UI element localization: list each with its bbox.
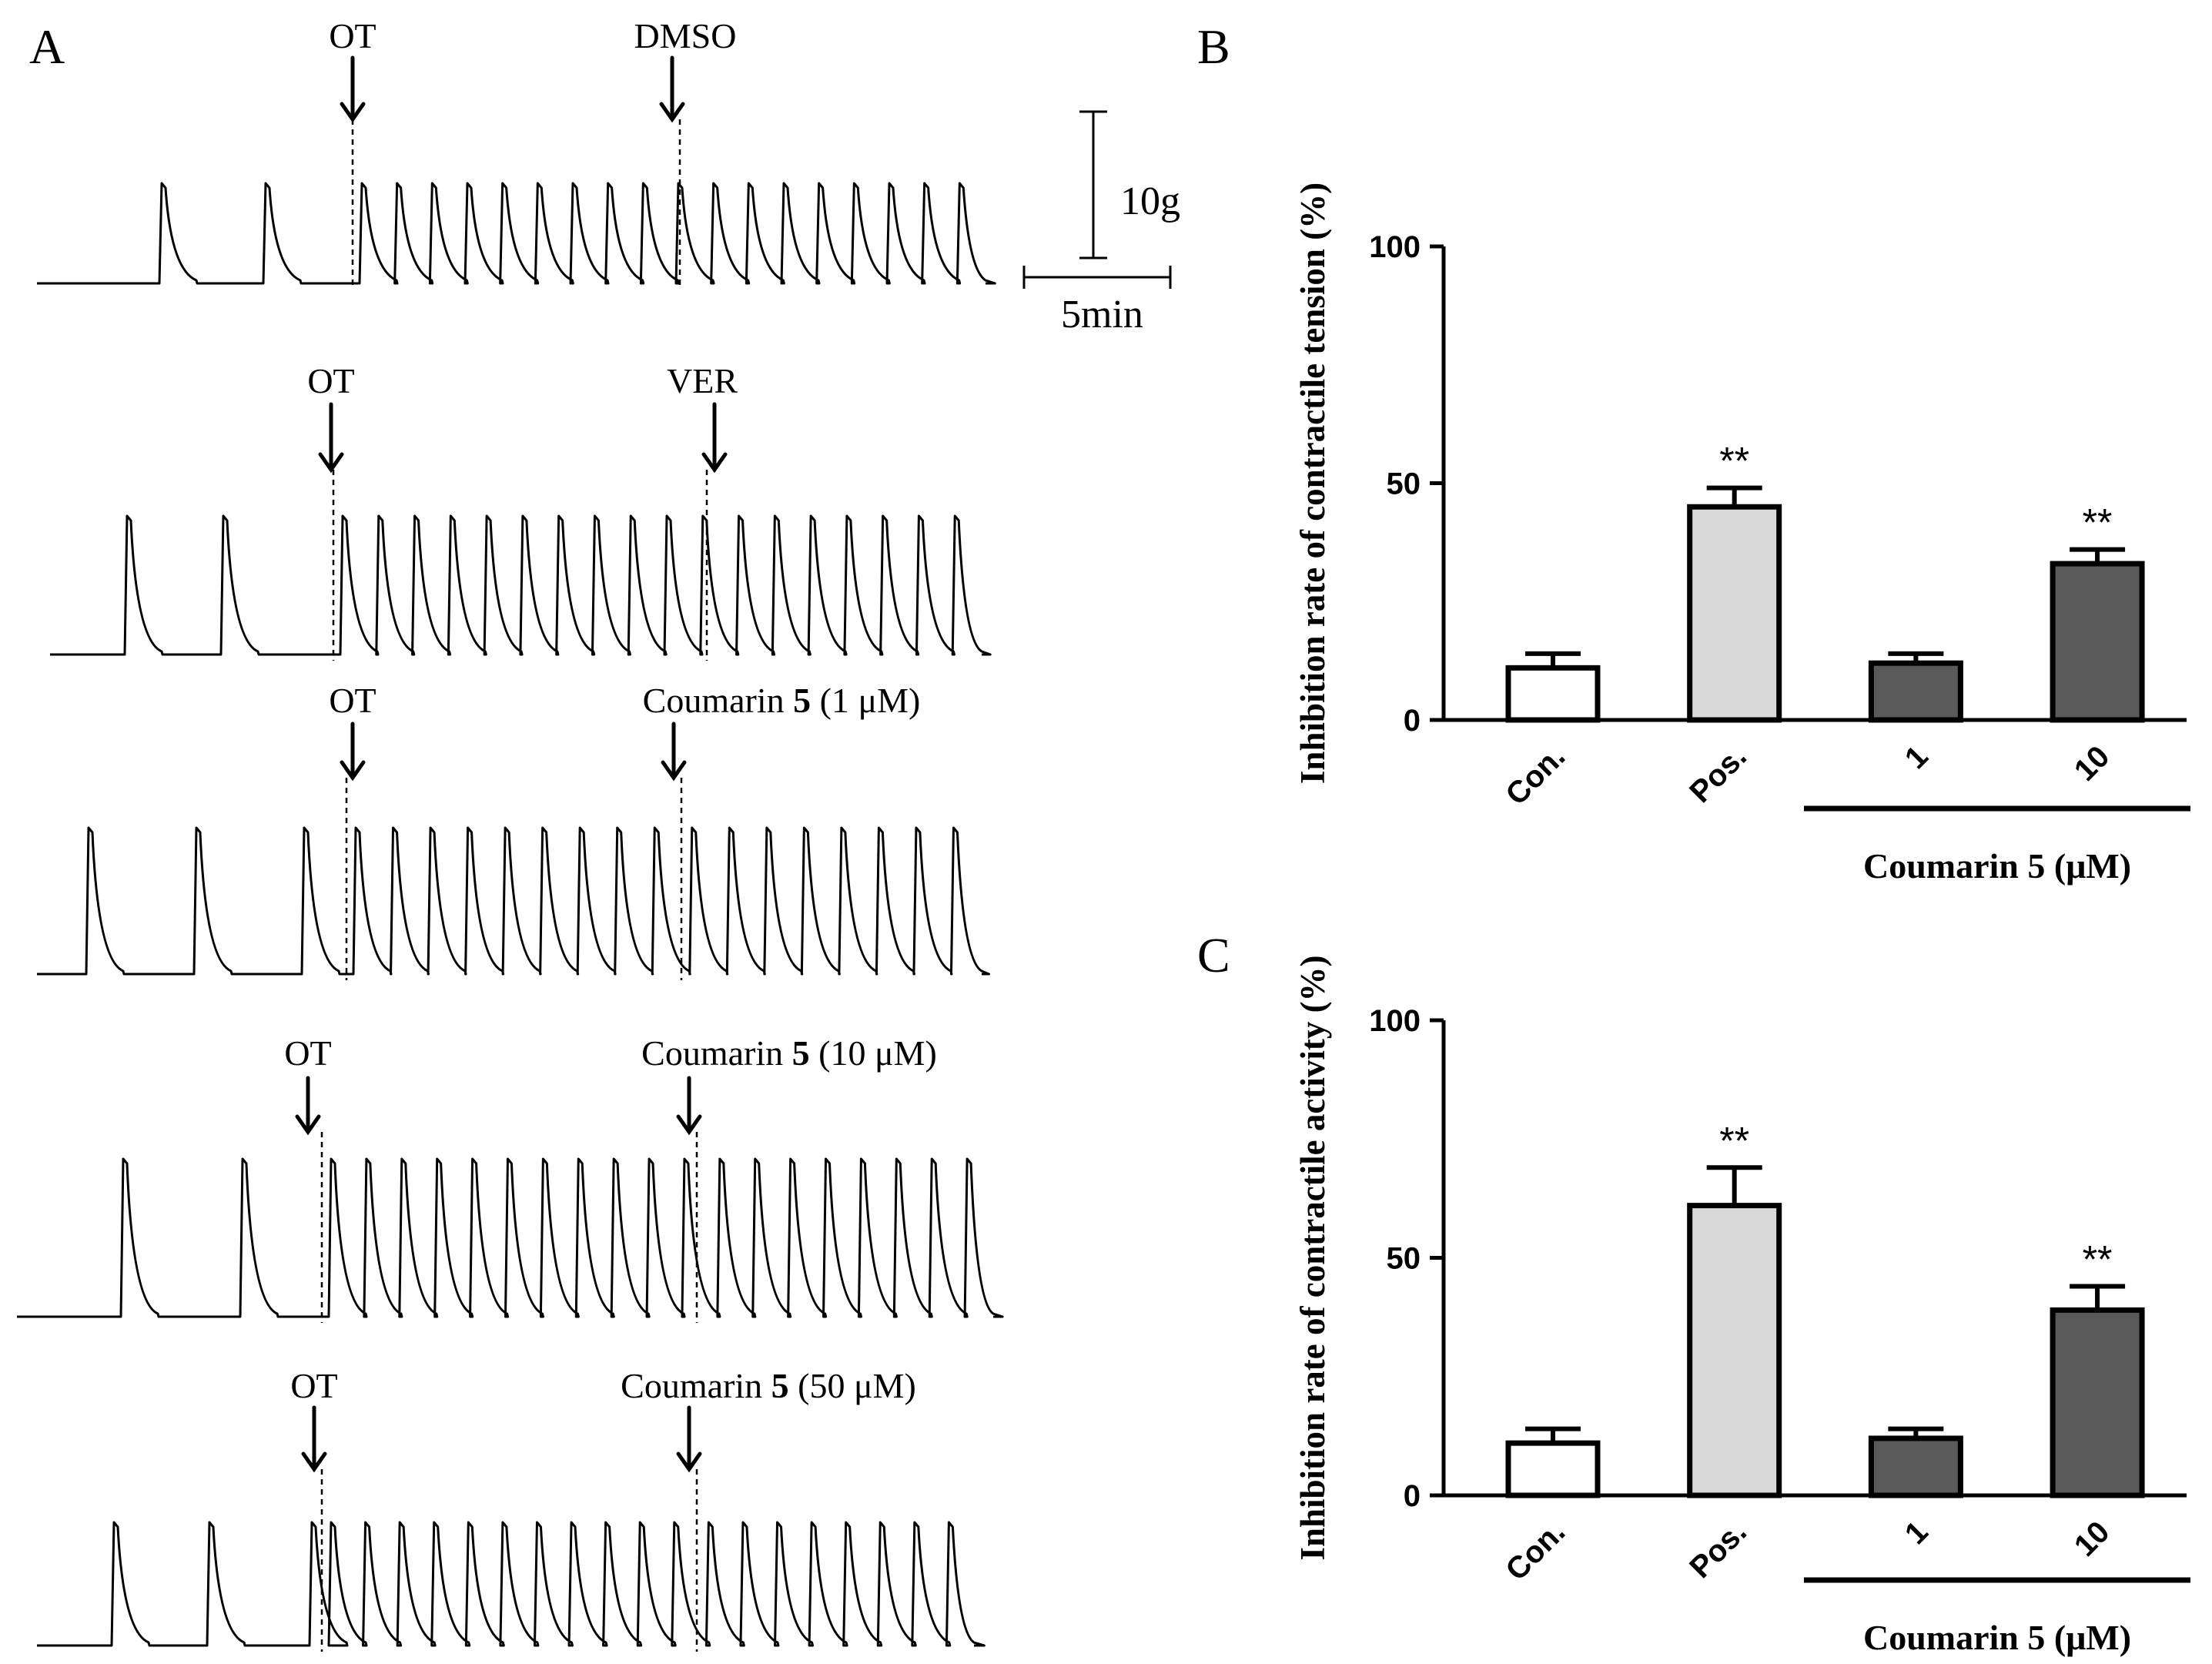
error-bar xyxy=(2070,1284,2126,1311)
tension-trace xyxy=(37,182,996,285)
y-axis-title: Inhibition rate of contractile activity … xyxy=(1293,955,1332,1560)
y-tick-label: 0 xyxy=(1404,704,1421,738)
drug-label-dose: (50 μM) xyxy=(789,1366,916,1405)
drug-label-dose: (1 μM) xyxy=(811,681,920,720)
ot-label: OT xyxy=(329,16,376,55)
y-tick-label: 50 xyxy=(1387,1242,1421,1276)
chart-c: 0 50 100 Inhibition rate of contractile act… xyxy=(1293,955,2190,1657)
drug-label: Coumarin 5 (10 μM) xyxy=(641,1033,937,1073)
scale-bar-horizontal-label: 5min xyxy=(1061,293,1143,336)
drug-arrow xyxy=(676,1076,702,1136)
tension-trace xyxy=(37,826,990,976)
significance-marker: ** xyxy=(2083,1238,2113,1281)
y-tick-label: 50 xyxy=(1387,467,1421,501)
bar xyxy=(2050,1307,2145,1498)
drug-label-compound: 5 xyxy=(771,1366,789,1405)
error-bar xyxy=(1706,1165,1762,1206)
y-tick-label: 100 xyxy=(1369,230,1421,264)
ot-arrow xyxy=(340,55,366,123)
trace-row: OT DMSO xyxy=(37,16,996,290)
drug-label-compound: 5 xyxy=(792,1033,810,1073)
category-label: Pos. xyxy=(1683,739,1753,809)
ot-label: OT xyxy=(284,1033,331,1073)
drug-label: Coumarin 5 (50 μM) xyxy=(621,1366,916,1405)
bar xyxy=(1868,660,1963,723)
bar xyxy=(1687,1203,1782,1498)
trace-row: OT Coumarin 5 (1 μM) xyxy=(37,681,990,980)
bar xyxy=(2050,561,2145,723)
scale-bar: 10g 5min xyxy=(1022,110,1180,336)
category-label: Con. xyxy=(1499,739,1571,812)
drug-arrow xyxy=(661,722,687,782)
ot-label: OT xyxy=(329,681,376,720)
category-label: Con. xyxy=(1499,1515,1571,1587)
ot-arrow xyxy=(295,1076,321,1136)
panel-a-letter: A xyxy=(29,19,65,74)
error-bar xyxy=(1525,1426,1581,1444)
drug-label-text: VER xyxy=(667,361,738,400)
tension-trace xyxy=(50,514,992,656)
group-label-compound: 5 xyxy=(2027,1618,2045,1657)
drug-label: Coumarin 5 (1 μM) xyxy=(643,681,921,720)
drug-label-text: Coumarin xyxy=(643,681,793,720)
group-label: Coumarin 5 (μM) xyxy=(1863,1618,2131,1657)
tension-trace xyxy=(17,1157,1004,1318)
ot-arrow xyxy=(340,722,366,782)
ot-arrow xyxy=(301,1405,327,1473)
significance-marker: ** xyxy=(1719,440,1749,483)
y-axis-title: Inhibition rate of contractile tension (… xyxy=(1293,182,1332,784)
category-label: 1 xyxy=(1899,739,1935,775)
panel-b-letter: B xyxy=(1197,19,1230,74)
error-bar xyxy=(1525,651,1581,668)
bar xyxy=(1868,1435,1963,1498)
panel-c-letter: C xyxy=(1197,928,1230,983)
trace-row: OT VER xyxy=(50,361,992,661)
drug-label: DMSO xyxy=(634,16,737,55)
tension-trace xyxy=(37,1521,986,1647)
drug-label-dose: (10 μM) xyxy=(810,1033,937,1073)
group-label-compound: 5 xyxy=(2027,846,2045,886)
category-label: Pos. xyxy=(1683,1515,1753,1585)
category-label: 10 xyxy=(2068,739,2117,788)
significance-marker: ** xyxy=(2083,501,2113,544)
y-tick-label: 0 xyxy=(1404,1479,1421,1513)
group-label-text: Coumarin xyxy=(1863,1618,2027,1657)
group-label-unit: (μM) xyxy=(2045,1618,2131,1657)
chart-b: 0 50 100 Inhibition rate of contractile ten… xyxy=(1293,182,2190,886)
drug-arrow xyxy=(701,402,728,474)
error-bar xyxy=(1888,1426,1944,1438)
bar xyxy=(1505,1440,1601,1498)
ot-arrow xyxy=(318,402,344,474)
group-label-unit: (μM) xyxy=(2045,846,2131,886)
error-bar xyxy=(1706,485,1762,507)
error-bar xyxy=(1888,651,1944,664)
y-tick-label: 100 xyxy=(1369,1004,1421,1038)
category-label: 1 xyxy=(1899,1515,1935,1551)
group-label-text: Coumarin xyxy=(1863,846,2027,886)
tension-traces: OT DMSO OT VER OT Coumarin 5 (1 μM) OT Coumarin… xyxy=(17,16,1004,1652)
drug-label-text: Coumarin xyxy=(621,1366,771,1405)
ot-label: OT xyxy=(307,361,354,400)
significance-marker: ** xyxy=(1719,1119,1749,1162)
drug-label-compound: 5 xyxy=(793,681,811,720)
bar xyxy=(1505,665,1601,723)
drug-label: VER xyxy=(667,361,738,400)
drug-label-text: Coumarin xyxy=(641,1033,791,1073)
scale-bar-vertical-label: 10g xyxy=(1120,179,1180,223)
trace-row: OT Coumarin 5 (50 μM) xyxy=(37,1366,986,1652)
ot-label: OT xyxy=(290,1366,337,1405)
drug-arrow xyxy=(676,1405,702,1473)
trace-row: OT Coumarin 5 (10 μM) xyxy=(17,1033,1004,1323)
bar xyxy=(1687,504,1782,723)
category-label: 10 xyxy=(2068,1515,2117,1563)
error-bar xyxy=(2070,547,2126,564)
drug-label-text: DMSO xyxy=(634,16,737,55)
group-label: Coumarin 5 (μM) xyxy=(1863,846,2131,886)
drug-arrow xyxy=(659,55,685,123)
